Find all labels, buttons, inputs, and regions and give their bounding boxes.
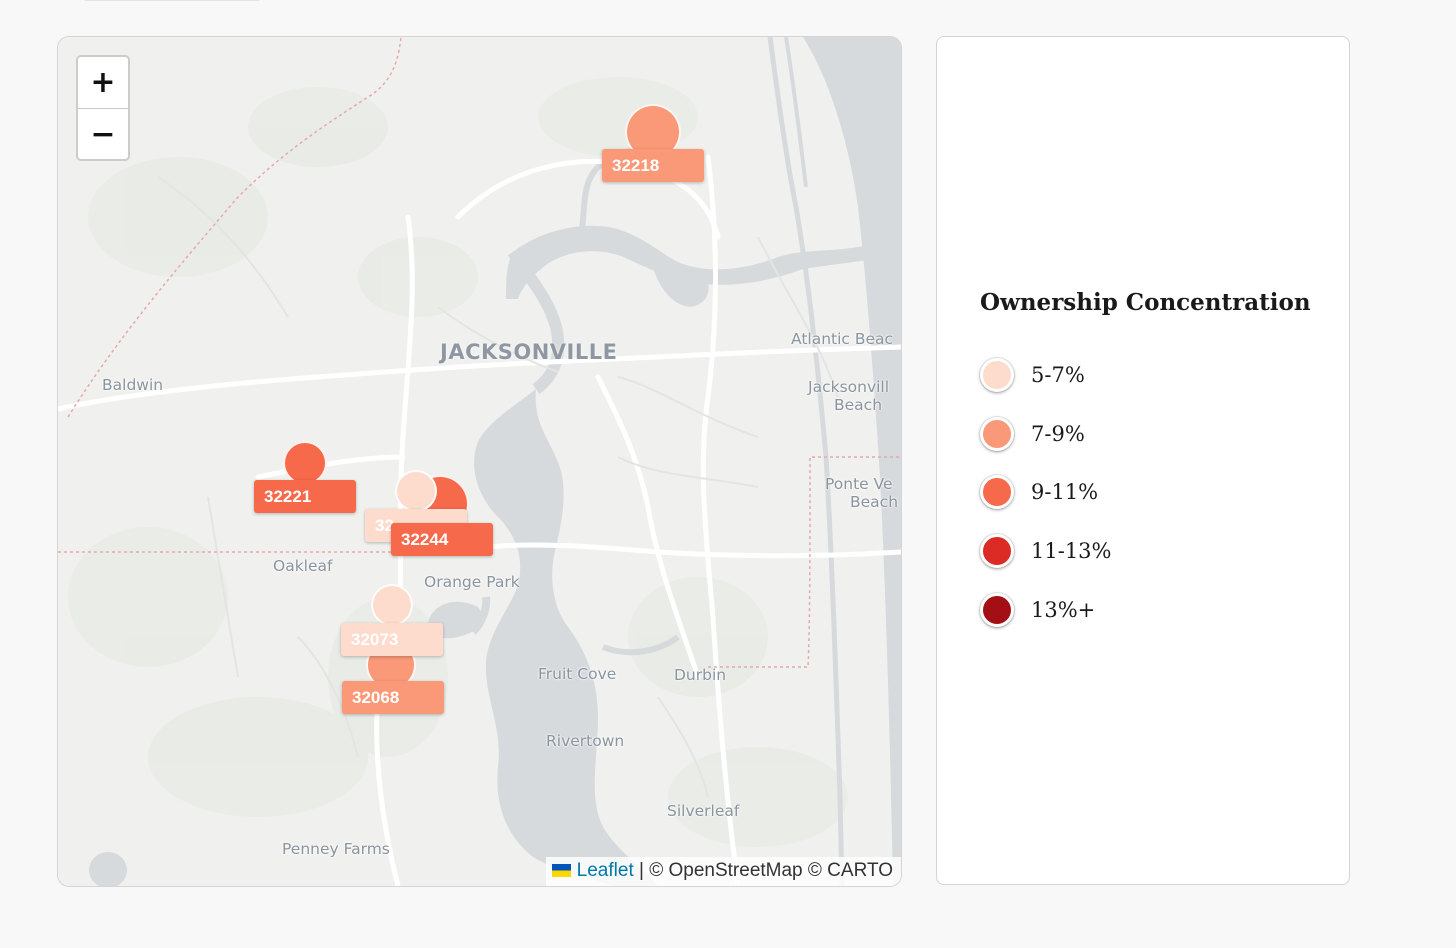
place-label-durbin: Durbin xyxy=(674,666,727,684)
legend-swatch-icon xyxy=(980,417,1014,451)
legend-title: Ownership Concentration xyxy=(980,289,1311,316)
legend-item: 13%+ xyxy=(980,590,1095,630)
place-label-jacksonville-beach-line2: Beach xyxy=(834,396,883,414)
place-label-baldwin: Baldwin xyxy=(102,376,164,394)
ukraine-flag-icon xyxy=(551,864,571,877)
place-label-ponte-vedra: Ponte Ve xyxy=(825,475,893,493)
zip-label-32073[interactable]: 32073 xyxy=(341,623,443,656)
marker-32073[interactable] xyxy=(371,584,413,626)
legend-label: 7-9% xyxy=(1031,422,1085,446)
map-attribution: Leaflet | © OpenStreetMap © CARTO xyxy=(545,857,901,886)
marker-32210[interactable] xyxy=(395,470,437,512)
zoom-control: + − xyxy=(76,55,130,161)
zip-label-32221[interactable]: 32221 xyxy=(254,480,356,513)
zip-label-32244[interactable]: 32244 xyxy=(391,523,493,556)
legend-item: 11-13% xyxy=(980,531,1112,571)
place-label-ponte-vedra-line2: Beach xyxy=(850,493,899,511)
city-label: JACKSONVILLE xyxy=(440,340,618,364)
legend-swatch-icon xyxy=(980,358,1014,392)
legend-swatch-icon xyxy=(980,534,1014,568)
zoom-in-button[interactable]: + xyxy=(90,65,116,100)
zoom-out-button[interactable]: − xyxy=(78,108,128,159)
place-label-jacksonville-beach: Jacksonvill xyxy=(808,378,890,396)
zip-label-32068[interactable]: 32068 xyxy=(342,681,444,714)
legend-item: 7-9% xyxy=(980,414,1085,454)
place-label-penney-farms: Penney Farms xyxy=(282,840,390,858)
place-label-atlantic-beach: Atlantic Beac xyxy=(791,330,894,348)
place-label-silverleaf: Silverleaf xyxy=(667,802,740,820)
place-label-fruit-cove: Fruit Cove xyxy=(538,665,617,683)
st-johns-river xyxy=(506,225,901,299)
place-label-rivertown: Rivertown xyxy=(546,732,625,750)
top-tab-indicator xyxy=(84,0,260,1)
attribution-text: | © OpenStreetMap © CARTO xyxy=(639,860,893,881)
basemap[interactable] xyxy=(58,37,901,886)
legend-label: 11-13% xyxy=(1031,539,1112,563)
legend-label: 5-7% xyxy=(1031,363,1085,387)
legend-item: 9-11% xyxy=(980,472,1098,512)
map-container[interactable]: JACKSONVILLE Baldwin Oakleaf Orange Park… xyxy=(57,36,902,887)
legend-label: 9-11% xyxy=(1031,480,1099,504)
legend-panel: Ownership Concentration 5-7% 7-9% 9-11% … xyxy=(936,36,1350,885)
legend-item: 5-7% xyxy=(980,355,1085,395)
legend-swatch-icon xyxy=(980,475,1014,509)
leaflet-link[interactable]: Leaflet xyxy=(576,860,634,881)
place-label-orange-park: Orange Park xyxy=(424,573,520,591)
legend-swatch-icon xyxy=(980,593,1014,627)
place-label-oakleaf: Oakleaf xyxy=(273,557,333,575)
legend-label: 13%+ xyxy=(1031,598,1096,622)
marker-32221[interactable] xyxy=(283,441,327,485)
zip-label-32218[interactable]: 32218 xyxy=(602,149,704,182)
